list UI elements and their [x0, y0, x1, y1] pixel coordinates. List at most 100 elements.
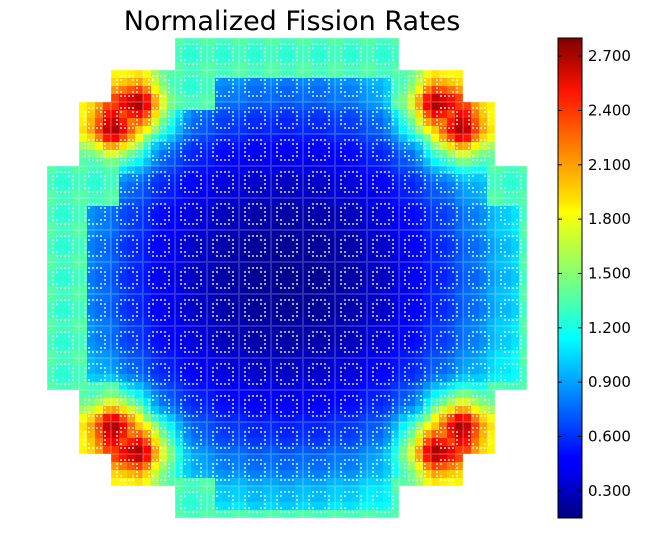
guide-tube-dot: [308, 115, 310, 117]
guide-tube-dot: [508, 171, 510, 173]
guide-tube-dot: [352, 43, 354, 45]
guide-tube-dot: [152, 251, 154, 253]
heat-cell: [439, 310, 448, 319]
guide-tube-dot: [452, 187, 454, 189]
guide-tube-dot: [424, 211, 426, 213]
heat-cell: [287, 494, 296, 503]
assembly-outline: [303, 134, 335, 166]
guide-tube-dot: [440, 171, 442, 173]
guide-tube-dot: [248, 203, 250, 205]
guide-tube-dot: [152, 219, 154, 221]
heat-cell: [439, 110, 448, 119]
heat-cell: [199, 46, 208, 55]
heat-cell: [103, 294, 112, 303]
guide-tube-dot: [328, 115, 330, 117]
guide-tube-dot: [328, 91, 330, 93]
heat-cell: [367, 262, 376, 271]
heat-cell: [159, 222, 168, 231]
heat-cell: [471, 134, 480, 143]
guide-tube-dot: [104, 143, 106, 145]
guide-tube-dot: [116, 123, 118, 125]
heat-cell: [231, 118, 240, 127]
guide-tube-dot: [152, 171, 154, 173]
heat-cell: [263, 486, 272, 495]
heat-cell: [367, 142, 376, 151]
guide-tube-dot: [264, 51, 266, 53]
guide-tube-dot: [276, 87, 278, 89]
heat-cell: [343, 414, 352, 423]
heat-cell: [327, 46, 336, 55]
heat-cell: [343, 278, 352, 287]
heat-cell: [447, 374, 456, 383]
guide-tube-dot: [116, 219, 118, 221]
guide-tube-dot: [260, 191, 262, 193]
guide-tube-dot: [100, 207, 102, 209]
heat-cell: [439, 438, 448, 447]
heat-cell: [223, 86, 232, 95]
guide-tube-dot: [212, 119, 214, 121]
heat-cell: [415, 454, 424, 463]
guide-tube-dot: [360, 59, 362, 61]
guide-tube-dot: [264, 211, 266, 213]
guide-tube-dot: [136, 111, 138, 113]
guide-tube-dot: [296, 251, 298, 253]
guide-tube-dot: [436, 79, 438, 81]
heat-cell: [423, 110, 432, 119]
heat-cell: [239, 318, 248, 327]
heat-cell: [487, 174, 496, 183]
guide-tube-dot: [292, 139, 294, 141]
heat-cell: [175, 286, 184, 295]
guide-tube-dot: [480, 203, 482, 205]
heat-cell: [479, 190, 488, 199]
heat-cell: [215, 374, 224, 383]
guide-tube-dot: [68, 219, 70, 221]
heat-cell: [511, 238, 520, 247]
heat-cell: [135, 342, 144, 351]
heat-cell: [207, 126, 216, 135]
heat-cell: [55, 222, 64, 231]
guide-tube-dot: [216, 155, 218, 157]
guide-tube-dot: [184, 175, 186, 177]
heat-cell: [71, 190, 80, 199]
heat-cell: [207, 118, 216, 127]
heat-cell: [383, 462, 392, 471]
heat-cell: [351, 334, 360, 343]
heat-cell: [447, 142, 456, 151]
heat-cell: [127, 214, 136, 223]
heat-cell: [319, 182, 328, 191]
heat-cell: [263, 406, 272, 415]
guide-tube-dot: [136, 207, 138, 209]
guide-tube-dot: [212, 115, 214, 117]
heat-cell: [463, 422, 472, 431]
heat-cell: [479, 430, 488, 439]
guide-tube-dot: [280, 187, 282, 189]
heat-cell: [127, 86, 136, 95]
heat-cell: [359, 430, 368, 439]
guide-tube-dot: [192, 127, 194, 129]
heat-cell: [103, 318, 112, 327]
heat-cell: [319, 390, 328, 399]
heat-cell: [239, 166, 248, 175]
assembly-outline: [271, 454, 303, 486]
heat-cell: [439, 406, 448, 415]
heat-cell: [207, 206, 216, 215]
guide-tube-dot: [452, 219, 454, 221]
heat-cell: [367, 54, 376, 63]
guide-tube-dot: [248, 123, 250, 125]
heat-cell: [151, 150, 160, 159]
assembly-outline: [495, 294, 527, 326]
guide-tube-dot: [68, 235, 70, 237]
heat-cell: [303, 342, 312, 351]
heat-cell: [135, 70, 144, 79]
guide-tube-dot: [324, 191, 326, 193]
guide-tube-dot: [252, 107, 254, 109]
guide-tube-dot: [244, 51, 246, 53]
heat-cell: [351, 222, 360, 231]
heat-cell: [231, 78, 240, 87]
guide-tube-dot: [132, 91, 134, 93]
guide-tube-dot: [456, 147, 458, 149]
heat-cell: [119, 302, 128, 311]
guide-tube-dot: [184, 143, 186, 145]
guide-tube-dot: [292, 43, 294, 45]
heat-cell: [383, 46, 392, 55]
